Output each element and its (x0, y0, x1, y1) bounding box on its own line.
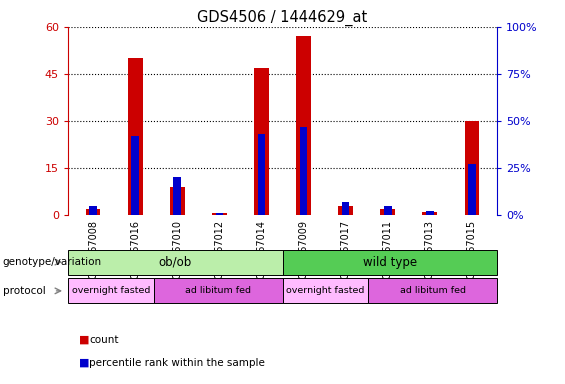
Text: ad libitum fed: ad libitum fed (400, 286, 466, 295)
Text: percentile rank within the sample: percentile rank within the sample (89, 358, 265, 368)
Text: ■: ■ (79, 358, 90, 368)
Bar (423, 212, 437, 215)
Bar (216, 213, 223, 215)
Text: overnight fasted: overnight fasted (286, 286, 364, 295)
Bar (296, 36, 311, 215)
Bar (154, 278, 282, 303)
Text: ob/ob: ob/ob (159, 256, 192, 268)
Bar (338, 206, 353, 215)
Bar (170, 187, 185, 215)
Bar (468, 164, 476, 215)
Bar (342, 202, 349, 215)
Text: genotype/variation: genotype/variation (3, 257, 102, 267)
Text: ■: ■ (79, 335, 90, 345)
Text: overnight fasted: overnight fasted (72, 286, 150, 295)
Bar (368, 278, 497, 303)
Bar (68, 278, 154, 303)
Bar (89, 206, 97, 215)
Bar (68, 250, 282, 275)
Text: ad libitum fed: ad libitum fed (185, 286, 251, 295)
Bar (254, 68, 269, 215)
Bar (380, 209, 395, 215)
Bar (132, 136, 139, 215)
Text: protocol: protocol (3, 286, 46, 296)
Bar (464, 121, 479, 215)
Bar (426, 211, 433, 215)
Text: GDS4506 / 1444629_at: GDS4506 / 1444629_at (197, 10, 368, 26)
Bar (282, 278, 368, 303)
Text: wild type: wild type (363, 256, 417, 268)
Bar (128, 58, 142, 215)
Bar (282, 250, 497, 275)
Text: count: count (89, 335, 119, 345)
Bar (86, 209, 101, 215)
Bar (173, 177, 181, 215)
Bar (300, 127, 307, 215)
Bar (212, 214, 227, 215)
Bar (258, 134, 265, 215)
Bar (384, 206, 392, 215)
